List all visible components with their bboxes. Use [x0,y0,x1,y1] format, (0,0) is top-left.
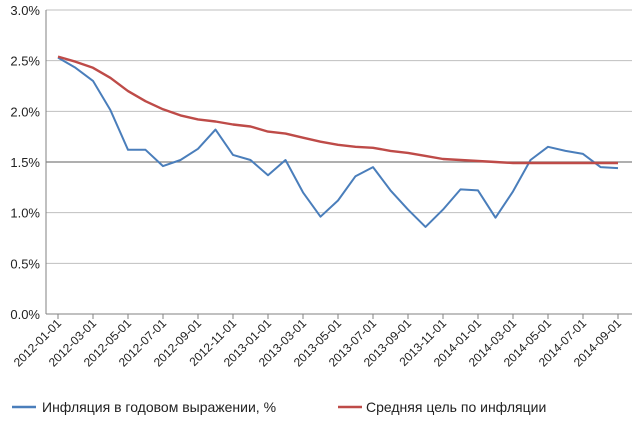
axes [45,10,632,319]
x-tick-labels: 2012-01-012012-03-012012-05-012012-07-01… [11,316,625,370]
inflation-series-line [57,56,619,228]
y-tick-label: 1.0% [10,206,40,221]
y-tick-labels: 0.0% 0.5% 1.0% 1.5% 2.0% 2.5% 3.0% [10,3,40,322]
legend: Инфляция в годовом выражении, % Средняя … [12,399,546,415]
y-tick-label: 3.0% [10,3,40,18]
target-series-line [57,55,618,165]
legend-label-target: Средняя цель по инфляции [366,399,546,415]
y-tick-label: 0.0% [10,307,40,322]
series-lines [57,55,619,228]
legend-label-inflation: Инфляция в годовом выражении, % [42,399,276,415]
y-tick-label: 0.5% [10,256,40,271]
y-tick-label: 2.0% [10,104,40,119]
y-tick-label: 2.5% [10,54,40,69]
y-tick-label: 1.5% [10,155,40,170]
